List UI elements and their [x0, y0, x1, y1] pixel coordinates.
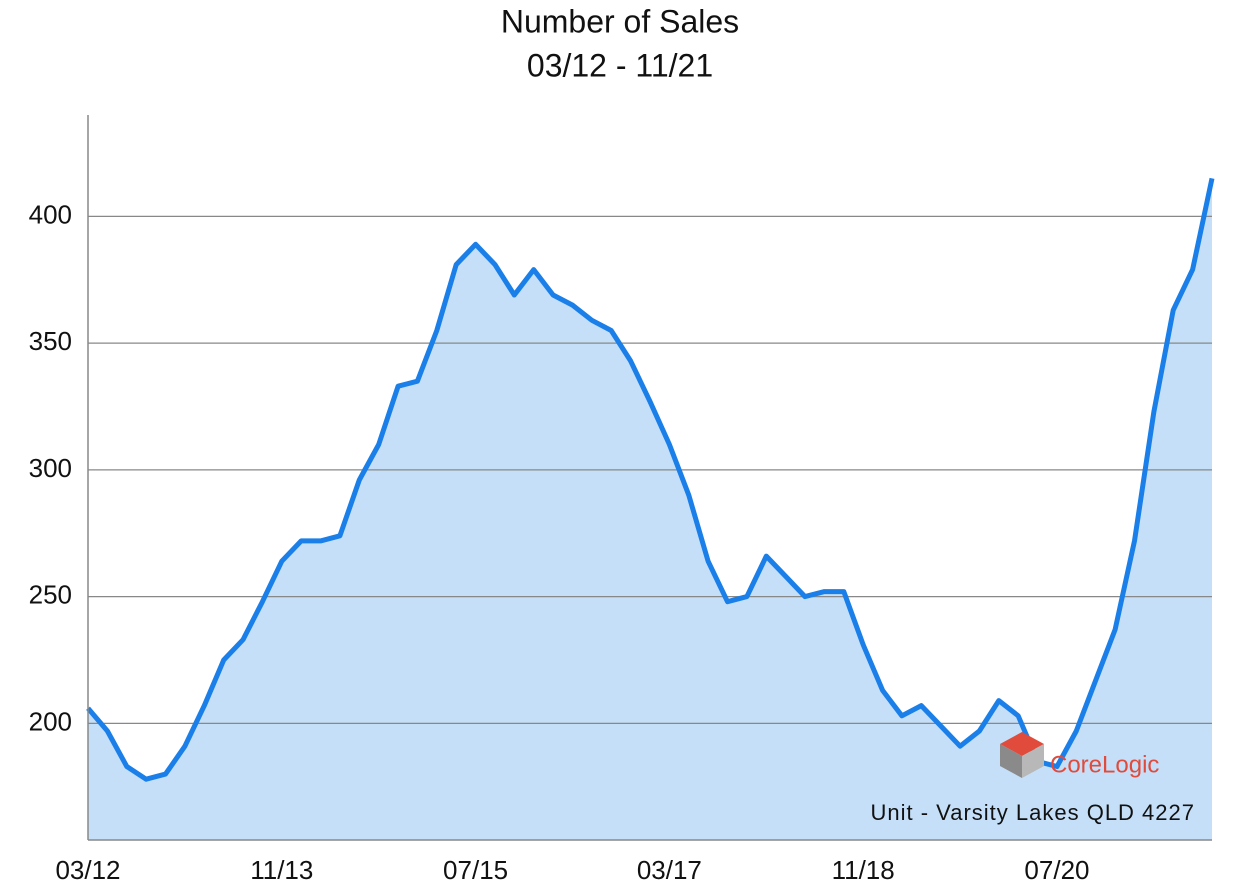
line: [86, 177, 1215, 782]
chart-subtitle: 03/12 - 11/21: [527, 47, 713, 83]
y-tick-label: 350: [29, 326, 72, 356]
x-tick-label: 03/12: [55, 855, 120, 885]
x-tick-label: 07/15: [443, 855, 508, 885]
y-tick-label: 300: [29, 453, 72, 483]
x-tick-label: 11/13: [250, 855, 313, 885]
x-tick-label: 11/18: [832, 855, 895, 885]
plot-area: 200 250 300 350 400 03/12 11/13 07/15 03/17 11/18…: [29, 115, 1215, 885]
y-tick-label: 200: [29, 706, 72, 736]
x-tick-label: 03/17: [637, 855, 702, 885]
y-tick-label: 400: [29, 199, 72, 229]
logo: [1000, 732, 1044, 778]
chart-title: Number of Sales: [501, 3, 739, 39]
annotation: Unit - Varsity Lakes QLD 4227: [871, 800, 1196, 825]
y-tick-label: 250: [29, 580, 72, 610]
logo-text: CoreLogic: [1050, 751, 1159, 778]
x-tick-label: 07/20: [1024, 855, 1089, 885]
area: [88, 178, 1212, 840]
